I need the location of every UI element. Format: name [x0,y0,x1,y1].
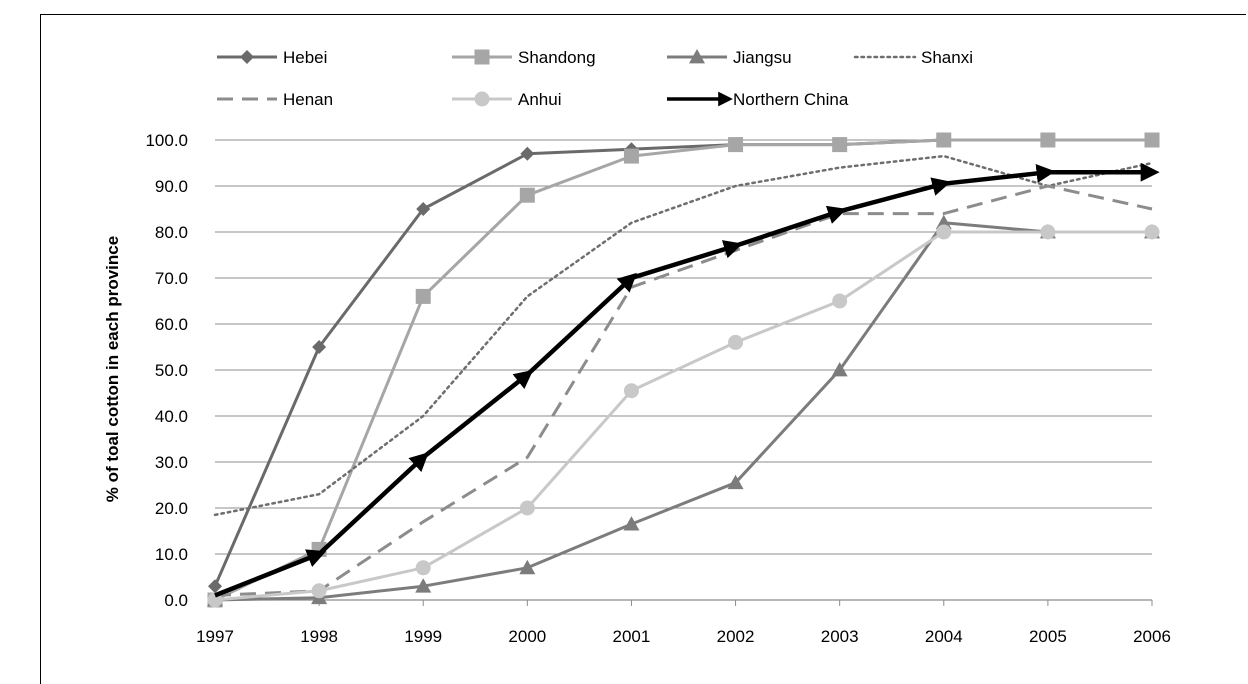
data-point [728,137,744,153]
data-point [727,474,744,490]
series-segment [525,272,637,377]
data-point [520,146,535,161]
series-line [214,184,1153,597]
y-axis-label: % of toal cotton in each province [103,236,122,502]
data-point [832,293,848,309]
series-segment [317,452,429,556]
legend-item-shandong: Shandong [452,48,596,67]
data-point [519,500,535,516]
series-shandong [207,132,1160,608]
legend-marker [689,49,705,64]
series-jiangsu [207,214,1160,607]
legend-item-jiangsu: Jiangsu [667,48,792,67]
x-tick-label: 2005 [1029,627,1067,646]
y-tick-label: 40.0 [155,407,188,426]
data-point [415,578,432,593]
series-segment [734,205,847,248]
legend-item-henan: Henan [217,90,333,109]
data-point [519,187,535,203]
x-tick-label: 1997 [196,627,234,646]
series-segment [421,369,534,460]
legend-label: Hebei [283,48,327,67]
legend-label: Northern China [733,90,849,109]
x-tick-label: 2001 [613,627,651,646]
data-point [519,559,536,575]
x-tick-label: 2002 [717,627,755,646]
series-segment [839,177,952,214]
gridlines [215,139,1152,601]
data-point [1144,224,1160,240]
data-point [623,516,640,531]
data-point [1040,132,1056,148]
legend-item-northern-china: Northern China [667,90,849,109]
legend-label: Henan [283,90,333,109]
legend-item-anhui: Anhui [452,90,561,109]
axes: 0.0 10.0 20.0 30.0 40.0 50.0 60.0 70.0 80.0 90.0 1… [145,131,1170,646]
data-point [831,362,848,377]
series-segment [943,164,1056,186]
data-point [312,340,327,354]
x-tick-label: 2004 [925,627,963,646]
y-tick-label: 10.0 [155,545,188,564]
series-line [213,154,1154,517]
series-line [214,221,1152,602]
y-tick-label: 90.0 [155,177,188,196]
y-tick-label: 70.0 [155,269,188,288]
y-tick-label: 50.0 [155,361,188,380]
y-tick-label: 80.0 [155,223,188,242]
legend-marker [474,49,490,65]
data-point [208,579,222,594]
y-tick-label: 100.0 [145,131,188,150]
data-point [415,288,431,304]
data-point [623,383,639,399]
legend-label: Anhui [518,90,561,109]
y-tick-label: 20.0 [155,499,188,518]
legend-marker [474,91,490,107]
data-point [728,334,744,350]
x-tick-label: 2003 [821,627,859,646]
y-tick-label: 60.0 [155,315,188,334]
legend-label: Jiangsu [733,48,792,67]
legend-label: Shanxi [921,48,973,67]
series-shanxi [213,154,1154,517]
legend-item-shanxi: Shanxi [853,48,973,67]
chart-frame [40,14,1246,684]
legend-item-hebei: Hebei [217,48,327,67]
legend-marker [240,50,254,64]
data-point [935,214,952,230]
series-segment [630,240,743,281]
series-henan [214,184,1153,597]
series-northern-china [214,162,1160,598]
series-line [214,138,1152,602]
series-line [214,230,1152,602]
x-tick-label: 2006 [1133,627,1171,646]
series-segment [214,549,327,598]
legend-label: Shandong [518,48,596,67]
legend: Hebei Shandong Jiangsu Shanxi Henan Anhui Nort… [217,48,973,109]
x-tick-label: 1999 [404,627,442,646]
data-point [832,137,848,153]
series-layer [207,132,1160,608]
x-tick-label: 2000 [508,627,546,646]
data-point [936,132,952,148]
data-point [1144,132,1160,148]
data-point [416,202,431,216]
data-point [623,148,639,164]
data-point [936,224,952,240]
y-tick-label: 30.0 [155,453,188,472]
x-tick-label: 1998 [300,627,338,646]
data-point [1040,224,1056,240]
data-point [415,560,431,576]
y-tick-label: 0.0 [164,591,188,610]
data-point [311,583,327,599]
